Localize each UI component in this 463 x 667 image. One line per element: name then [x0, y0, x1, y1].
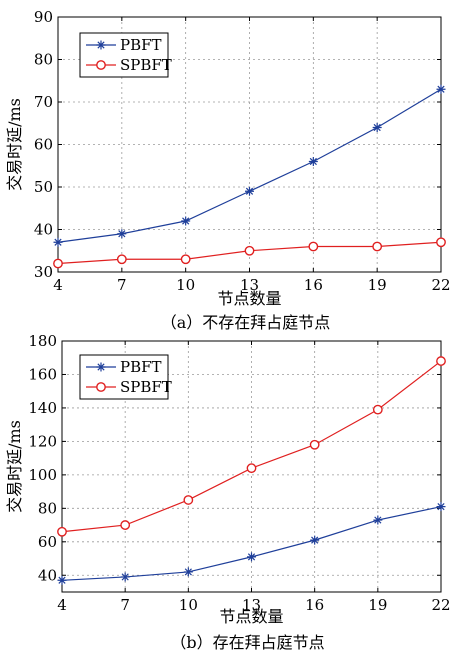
x-axis-title: 节点数量 [219, 607, 283, 626]
data-point-spbft [246, 463, 257, 474]
legend-marker [96, 40, 106, 50]
x-tick-label: 16 [304, 276, 323, 294]
data-point-pbft [373, 515, 383, 525]
y-tick-label: 50 [34, 178, 53, 196]
data-point-pbft [310, 535, 320, 545]
y-tick-label: 40 [38, 566, 57, 584]
data-point-pbft [53, 237, 63, 247]
data-point-spbft [116, 254, 127, 265]
legend-marker [96, 382, 106, 392]
legend: PBFT SPBFT [79, 354, 172, 400]
x-tick-label: 4 [57, 596, 67, 614]
x-tick-label: 22 [431, 596, 450, 614]
x-tick-label: 10 [176, 276, 195, 294]
x-tick-label: 7 [117, 276, 127, 294]
data-point-pbft [245, 186, 254, 196]
legend-label-spbft: SPBFT [120, 56, 172, 74]
data-point-spbft [308, 241, 319, 252]
y-tick-label: 180 [28, 332, 57, 350]
data-point-pbft [372, 123, 382, 132]
legend: PBFT SPBFT [79, 32, 172, 78]
x-tick-label: 16 [305, 596, 324, 614]
x-tick-label: 13 [242, 596, 261, 614]
legend-marker [96, 362, 106, 372]
y-tick-label: 140 [28, 399, 57, 417]
data-point-pbft [181, 216, 191, 226]
data-point-pbft [57, 575, 67, 585]
x-tick-label: 19 [368, 276, 387, 294]
x-tick-label: 7 [120, 596, 130, 614]
data-point-pbft [183, 567, 193, 577]
data-point-pbft [308, 157, 318, 166]
legend-marker [96, 60, 106, 70]
y-tick-label: 40 [34, 221, 53, 239]
data-point-spbft [57, 526, 67, 537]
data-point-pbft [117, 229, 127, 239]
y-axis-title: 交易时延/ms [5, 98, 24, 191]
y-tick-label: 160 [28, 365, 57, 383]
legend-label-pbft: PBFT [120, 36, 162, 54]
legend-label-pbft: PBFT [120, 358, 162, 376]
y-tick-label: 90 [34, 8, 53, 26]
data-point-spbft [372, 241, 383, 252]
data-point-pbft [436, 84, 446, 94]
y-tick-label: 60 [38, 533, 57, 551]
data-point-pbft [247, 552, 256, 562]
y-tick-label: 60 [34, 136, 53, 154]
chart-caption: （b）存在拜占庭节点 [170, 633, 324, 652]
data-point-spbft [120, 520, 131, 530]
data-point-pbft [436, 502, 446, 512]
data-point-spbft [180, 254, 191, 265]
data-point-spbft [309, 439, 320, 450]
data-point-spbft [183, 495, 194, 505]
x-tick-label: 13 [240, 276, 259, 294]
x-axis-title: 节点数量 [217, 289, 281, 308]
x-tick-label: 19 [368, 596, 387, 614]
y-axis-title: 交易时延/ms [5, 420, 24, 513]
x-tick-label: 4 [53, 276, 63, 294]
y-tick-label: 120 [28, 432, 57, 450]
legend-box [79, 32, 169, 78]
data-point-spbft [244, 245, 255, 256]
y-tick-label: 30 [34, 263, 53, 281]
y-tick-label: 100 [28, 466, 57, 484]
x-tick-label: 22 [431, 276, 450, 294]
chart-b: 4 7 10 13 16 19 22 40 60 80 100 120 140 160 180 PBFT SPB… [5, 332, 451, 652]
y-tick-label: 80 [38, 499, 57, 517]
legend-box [79, 354, 169, 400]
data-point-spbft [436, 237, 446, 248]
legend-label-spbft: SPBFT [120, 378, 172, 396]
data-point-spbft [372, 404, 383, 415]
data-point-pbft [120, 572, 130, 582]
x-tick-label: 10 [179, 596, 198, 614]
y-tick-label: 80 [34, 51, 53, 69]
data-point-spbft [436, 356, 446, 366]
data-point-spbft [53, 258, 63, 269]
chart-a: 4 7 10 13 16 19 22 30 40 50 60 70 80 90 PBFT SPBFT 节点数量 交… [5, 8, 451, 332]
chart-caption: （a）不存在拜占庭节点 [161, 313, 331, 332]
y-tick-label: 70 [34, 93, 53, 111]
